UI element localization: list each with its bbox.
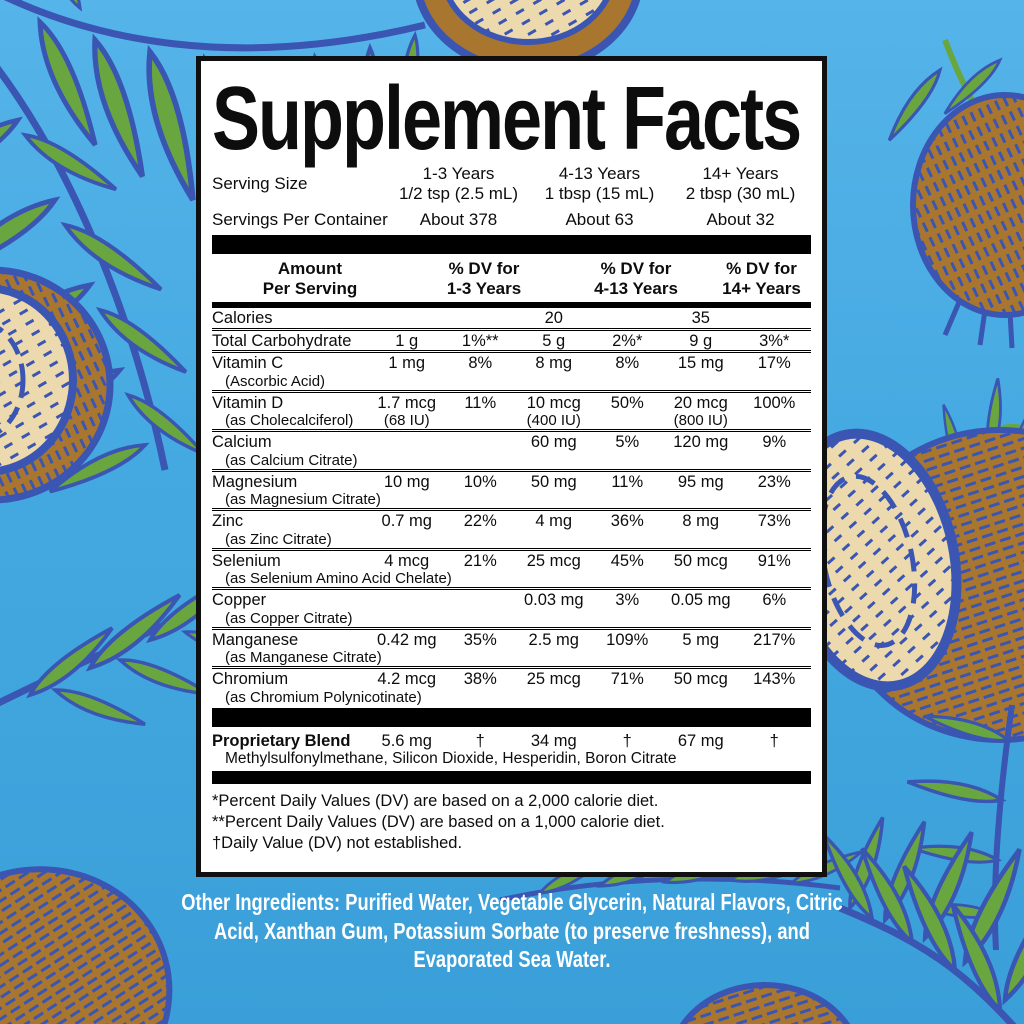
divider-bar-bottom	[212, 771, 811, 784]
divider-bar-top	[212, 235, 811, 254]
header-dv-1-3-years: % DV for 1-3 Years	[446, 259, 522, 298]
coconut-right-middle-illustration	[782, 376, 1024, 743]
palm-frond-behind-text	[499, 847, 867, 903]
footnotes: *Percent Daily Values (DV) are based on …	[212, 791, 811, 854]
coconut-bottom-center-illustration	[679, 982, 851, 1024]
palm-frond-top-left	[0, 0, 426, 497]
other-ingredients-line: Other Ingredients: Purified Water, Veget…	[181, 889, 843, 915]
row-separator	[212, 587, 811, 590]
serving-group-1-3: 1-3 Years 1/2 tsp (2.5 mL)	[388, 164, 529, 204]
other-ingredients-line: Acid, Xanthan Gum, Potassium Sorbate (to…	[214, 917, 810, 944]
footnote-2000-calorie: *Percent Daily Values (DV) are based on …	[212, 792, 659, 810]
palm-frond-bottom-right	[819, 814, 1024, 1024]
header-dv-14plus-years: % DV for 14+ Years	[722, 259, 801, 298]
age-range: 14+ Years	[702, 164, 779, 183]
nutrient-row-calories: Calories 20 35	[212, 309, 710, 327]
row-separator	[212, 626, 811, 630]
serving-amount: 2 tbsp (30 mL)	[685, 184, 796, 203]
coconut-top-right-illustration	[879, 38, 1024, 349]
header-rule	[212, 302, 811, 308]
row-separator	[212, 508, 811, 511]
header-amount-per-serving: Amount Per Serving	[262, 259, 358, 298]
panel-title-wrap: Supplement Facts	[212, 69, 811, 169]
nutrient-row-vitamin-c: Vitamin C 1 mg 8% 8 mg 8% 15 mg 17% (Ascorb…	[212, 354, 791, 390]
serving-group-4-13: 4-13 Years 1 tbsp (15 mL)	[529, 164, 670, 204]
servings-per-container-row: Servings Per Container About 378 About 6…	[212, 210, 811, 230]
dagger-symbol: †	[769, 731, 779, 750]
nutrient-row-calcium: Calcium 60 mg 5% 120 mg 9% (as Calcium Cit…	[212, 433, 787, 469]
age-range: 4-13 Years	[558, 164, 641, 183]
row-separator	[212, 327, 811, 331]
supplement-facts-panel: Supplement Facts Serving Size 1-3 Years …	[196, 56, 827, 877]
proprietary-blend-row: Proprietary Blend 5.6 mg † 34 mg † 67 mg…	[212, 731, 811, 769]
serving-size-section: Serving Size 1-3 Years 1/2 tsp (2.5 mL) …	[212, 164, 811, 204]
nutrient-table: Calories 20 35 Total Carbohydrate 1 g 1%*…	[212, 308, 811, 706]
coconut-bottom-left-illustration	[0, 866, 173, 1024]
serving-amount: 1/2 tsp (2.5 mL)	[398, 184, 519, 203]
row-separator	[212, 468, 811, 472]
panel-title: Supplement Facts	[212, 69, 802, 169]
row-separator	[212, 547, 811, 551]
servings-per-container-label: Servings Per Container	[212, 210, 388, 229]
nutrient-row-magnesium: Magnesium 10 mg 10% 50 mg 11% 95 mg 23% (as…	[212, 472, 791, 509]
other-ingredients-text: Other Ingredients: Purified Water, Veget…	[113, 888, 912, 974]
serving-amount: 1 tbsp (15 mL)	[544, 184, 655, 203]
other-ingredients-line: Evaporated Sea Water.	[413, 946, 611, 972]
nutrient-row-total-carbohydrate: Total Carbohydrate 1 g 1%** 5 g 2%* 9 g 3%*	[212, 331, 790, 350]
dagger-symbol: †	[622, 731, 632, 750]
table-header-row: Amount Per Serving % DV for 1-3 Years % DV…	[212, 259, 811, 299]
servings-count: About 32	[706, 210, 775, 229]
header-dv-4-13-years: % DV for 4-13 Years	[594, 259, 678, 298]
nutrient-row-vitamin-d: Vitamin D 1.7 mcg 11% 10 mcg 50% 20 mcg 100…	[212, 393, 796, 430]
nutrient-row-selenium: Selenium 4 mcg 21% 25 mcg 45% 50 mcg 91% (a…	[212, 551, 791, 588]
servings-count: About 378	[419, 210, 498, 229]
serving-group-14plus: 14+ Years 2 tbsp (30 mL)	[670, 164, 811, 204]
serving-size-label: Serving Size	[212, 174, 308, 193]
proprietary-blend-ingredients: Methylsulfonylmethane, Silicon Dioxide, …	[225, 750, 677, 767]
row-separator	[212, 666, 811, 669]
row-separator	[212, 389, 811, 393]
nutrient-row-chromium: Chromium 4.2 mcg 38% 25 mcg 71% 50 mcg 143%…	[212, 670, 796, 706]
footnote-1000-calorie: **Percent Daily Values (DV) are based on…	[212, 813, 665, 831]
nutrient-row-zinc: Zinc 0.7 mg 22% 4 mg 36% 8 mg 73% (as Zinc …	[212, 512, 791, 548]
footnote-dv-not-established: †Daily Value (DV) not established.	[212, 834, 463, 852]
coconut-left-middle-illustration	[0, 266, 114, 504]
row-separator	[212, 429, 811, 432]
row-separator	[212, 350, 811, 353]
nutrient-row-copper: Copper 0.03 mg 3% 0.05 mg 6% (as Copper Ci…	[212, 591, 787, 627]
servings-count: About 63	[565, 210, 634, 229]
dagger-symbol: †	[475, 731, 485, 750]
age-range: 1-3 Years	[422, 164, 495, 183]
divider-bar-middle	[212, 707, 811, 727]
nutrient-row-manganese: Manganese 0.42 mg 35% 2.5 mg 109% 5 mg 217%…	[212, 630, 796, 667]
